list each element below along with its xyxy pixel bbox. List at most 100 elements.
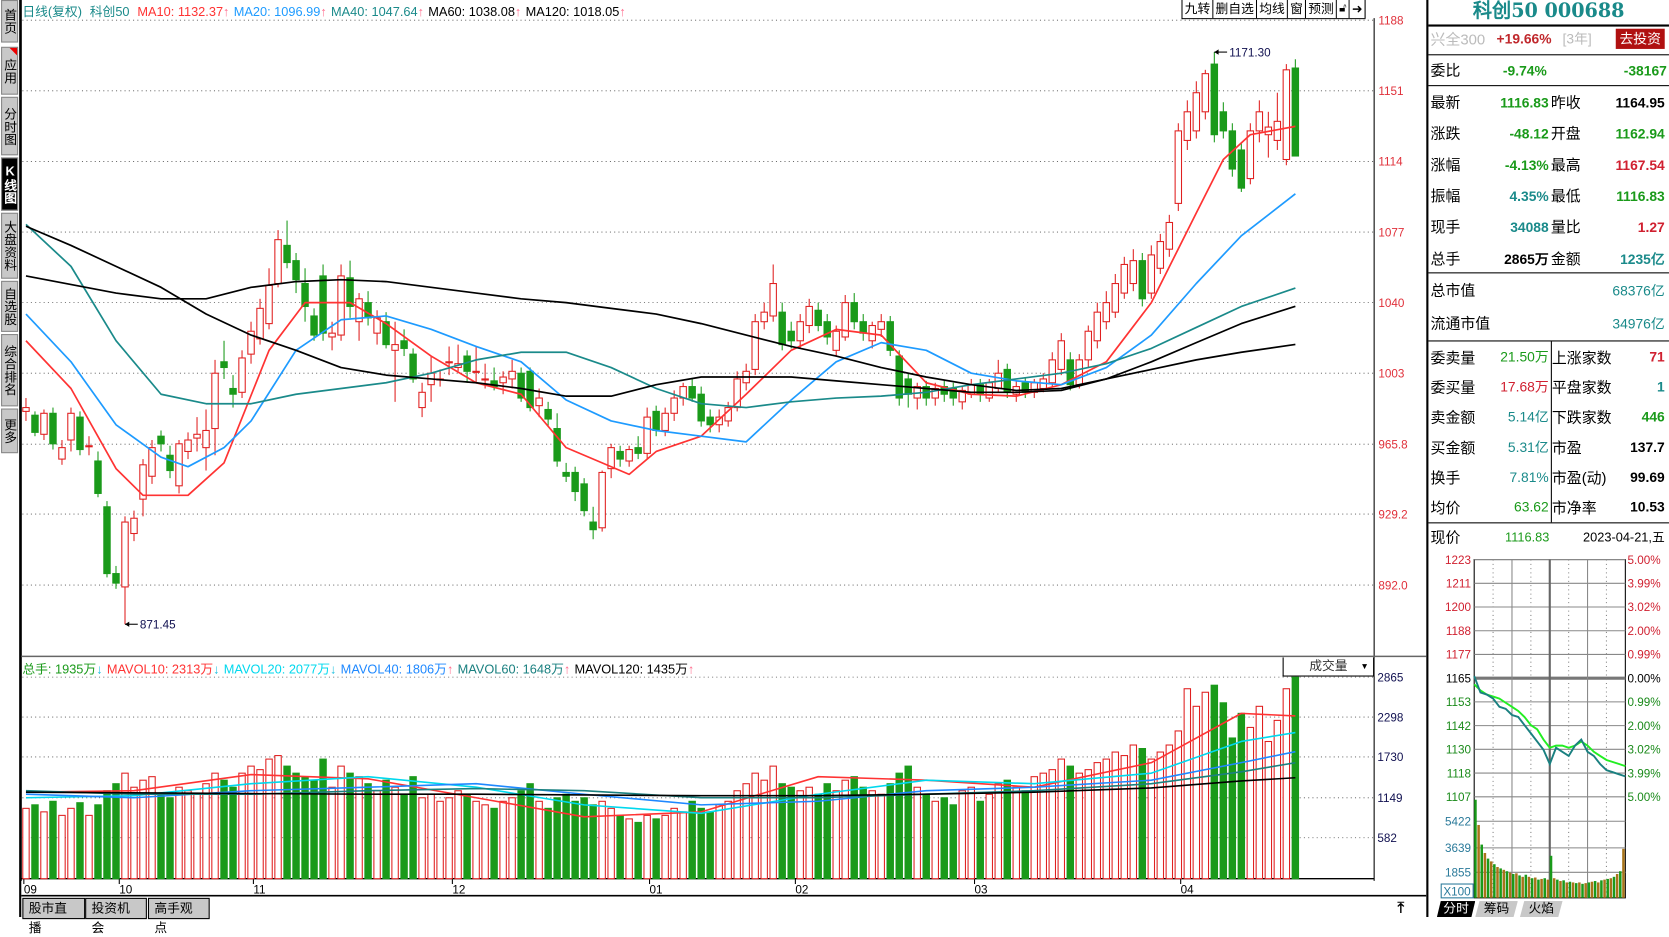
candlestick[interactable] <box>211 359 219 456</box>
volume-bar[interactable] <box>274 755 282 880</box>
volume-bar[interactable] <box>94 804 102 880</box>
candlestick[interactable] <box>796 314 804 349</box>
volume-bar[interactable] <box>1228 737 1237 880</box>
candlestick[interactable] <box>769 264 777 322</box>
volume-bar[interactable] <box>751 772 759 880</box>
intraday-tab-2[interactable]: 火焰 <box>1519 901 1563 917</box>
bottom-tab-1[interactable]: 投资机会 <box>85 897 147 935</box>
candlestick[interactable] <box>517 367 525 402</box>
candlestick[interactable] <box>625 445 633 467</box>
volume-bar[interactable] <box>1120 755 1129 880</box>
volume-bar[interactable] <box>1111 751 1120 880</box>
volume-bar[interactable] <box>625 818 633 880</box>
candlestick[interactable] <box>1156 233 1165 274</box>
volume-bar[interactable] <box>949 804 957 880</box>
candlestick[interactable] <box>1237 142 1246 192</box>
candlestick[interactable] <box>121 516 129 625</box>
candlestick[interactable] <box>382 312 390 349</box>
candlestick[interactable] <box>940 380 948 402</box>
volume-bar[interactable] <box>1030 776 1038 880</box>
candlestick[interactable] <box>1165 214 1174 257</box>
volume-bar[interactable] <box>1156 751 1165 880</box>
candlestick[interactable] <box>787 321 795 349</box>
volume-bar[interactable] <box>193 793 201 880</box>
volume-bar[interactable] <box>868 790 876 880</box>
candlestick[interactable] <box>22 398 30 421</box>
volume-bar[interactable] <box>850 776 858 880</box>
volume-bar[interactable] <box>598 800 606 880</box>
candlestick[interactable] <box>58 440 66 465</box>
volume-bar[interactable] <box>148 776 156 880</box>
volume-bar[interactable] <box>697 807 705 880</box>
candlestick[interactable] <box>823 314 831 345</box>
volume-bar[interactable] <box>400 793 408 880</box>
candlestick[interactable] <box>1219 102 1228 139</box>
volume-bar[interactable] <box>1102 758 1111 880</box>
volume-bar[interactable] <box>211 772 219 880</box>
volume-bar[interactable] <box>499 800 507 880</box>
volume-bar[interactable] <box>985 793 993 880</box>
volume-bar[interactable] <box>1210 684 1219 880</box>
volume-bar[interactable] <box>904 765 912 880</box>
volume-bar[interactable] <box>337 765 345 880</box>
candlestick[interactable] <box>175 440 183 494</box>
lock-icon[interactable]: 🔓︎ <box>1336 0 1350 19</box>
bottom-tab-0[interactable]: 股市直播 <box>22 897 86 935</box>
candlestick[interactable] <box>814 302 822 332</box>
candlestick[interactable] <box>859 314 867 341</box>
sidebar-tab-2[interactable]: 分时图 <box>1 96 19 156</box>
volume-bar[interactable] <box>1174 730 1183 880</box>
indicator-select[interactable]: 成交量 ▼ <box>1282 657 1375 677</box>
volume-bar[interactable] <box>769 765 777 880</box>
kline-chart[interactable]: 118811511114107710401003965.8929.2892.02… <box>0 0 1427 917</box>
candlestick[interactable] <box>508 359 516 389</box>
candlestick[interactable] <box>76 411 84 456</box>
candlestick[interactable] <box>1129 249 1138 292</box>
candlestick[interactable] <box>148 440 156 484</box>
volume-bar[interactable] <box>1264 740 1273 880</box>
volume-bar[interactable] <box>292 772 300 880</box>
volume-bar[interactable] <box>553 797 561 880</box>
sidebar-tab-0[interactable]: 首页 <box>1 0 19 43</box>
candlestick[interactable] <box>112 565 120 589</box>
volume-bar[interactable] <box>1219 702 1228 880</box>
volume-bar[interactable] <box>733 790 741 880</box>
volume-bar[interactable] <box>1039 772 1048 880</box>
candlestick[interactable] <box>751 314 759 376</box>
volume-bar[interactable] <box>805 786 813 880</box>
candlestick[interactable] <box>544 401 552 427</box>
volume-bar[interactable] <box>571 800 579 880</box>
volume-bar[interactable] <box>166 797 174 880</box>
candlestick[interactable] <box>553 413 561 467</box>
volume-bar[interactable] <box>1084 769 1093 880</box>
volume-bar[interactable] <box>418 797 426 880</box>
candlestick[interactable] <box>1201 69 1210 120</box>
candlestick[interactable] <box>1210 52 1219 143</box>
candlestick[interactable] <box>1255 100 1264 143</box>
volume-bar[interactable] <box>544 807 552 880</box>
candlestick[interactable] <box>634 436 642 460</box>
candlestick[interactable] <box>598 470 606 532</box>
volume-bar[interactable] <box>778 783 786 880</box>
volume-bar[interactable] <box>1201 691 1210 880</box>
volume-bar[interactable] <box>877 793 885 880</box>
volume-bar[interactable] <box>895 772 903 880</box>
toolbar-button-3[interactable]: 窗 <box>1287 0 1307 19</box>
candlestick[interactable] <box>355 293 363 341</box>
volume-bar[interactable] <box>328 786 336 880</box>
candlestick[interactable] <box>1147 245 1156 299</box>
candlestick[interactable] <box>949 382 957 406</box>
candlestick[interactable] <box>346 260 354 318</box>
volume-bar[interactable] <box>787 786 795 880</box>
candlestick[interactable] <box>238 350 246 399</box>
volume-bar[interactable] <box>1165 744 1174 880</box>
volume-bar[interactable] <box>679 811 687 880</box>
candlestick[interactable] <box>1192 81 1201 139</box>
volume-bar[interactable] <box>841 779 849 880</box>
volume-bar[interactable] <box>526 783 534 880</box>
volume-bar[interactable] <box>382 779 390 880</box>
candlestick[interactable] <box>958 386 966 410</box>
volume-bar[interactable] <box>427 793 435 880</box>
candlestick[interactable] <box>445 346 453 376</box>
volume-bar[interactable] <box>319 758 327 880</box>
